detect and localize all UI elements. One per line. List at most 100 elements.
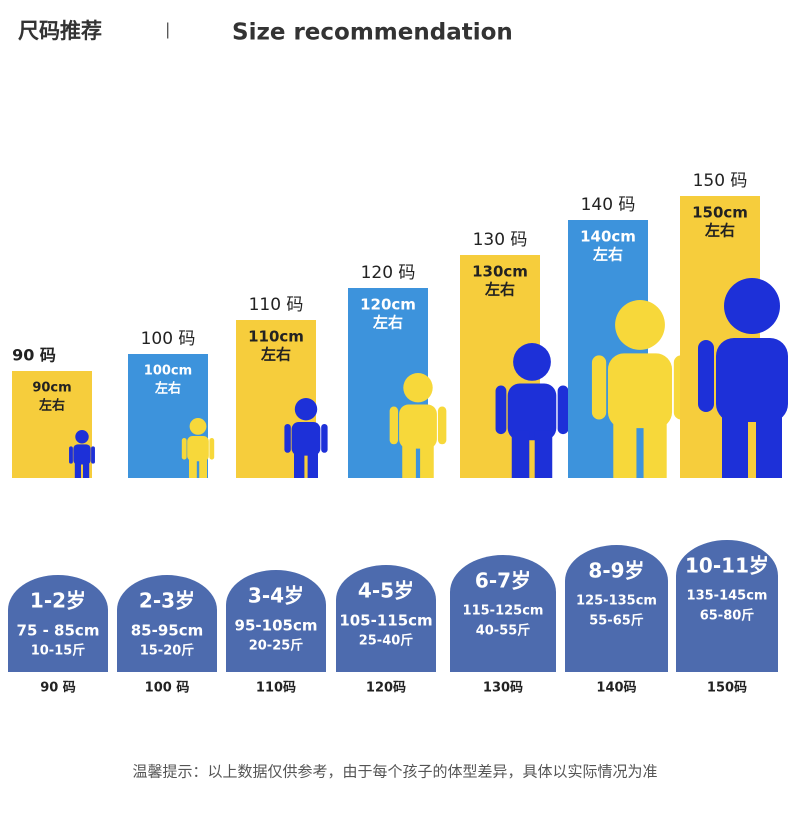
figure-arm [495,385,507,435]
size-label: 140 码 [581,195,636,215]
figure-body [187,436,209,462]
weight-range: 25-40斤 [359,633,414,649]
figure-leg [82,461,90,478]
figure-body [291,422,321,456]
box-height: 110cm [248,328,304,346]
size-label: 110 码 [249,295,304,315]
figure-head [513,343,551,381]
figure-head [294,398,318,421]
weight-range: 40-55斤 [476,623,531,639]
figure-arm [321,424,328,453]
bottom-label: 150码 [707,681,747,696]
header-title: 尺码推荐 [18,19,102,43]
figure-body [716,338,788,422]
size-label: 100 码 [141,329,196,349]
box-height: 120cm [360,296,416,314]
header-subtitle: Size recommendation [232,20,513,46]
figure-arm [591,355,607,420]
box-approx: 左右 [155,381,181,397]
age: 8-9岁 [588,559,644,583]
figure-leg [307,450,318,478]
figure-leg [643,415,667,478]
box-height: 140cm [580,228,636,246]
figure-arm [437,406,447,445]
figure-leg [74,461,82,478]
figure-head [615,300,665,350]
bottom-label: 100 码 [145,681,190,696]
height-range: 85-95cm [131,622,204,640]
age: 10-11岁 [685,554,769,578]
figure-leg [294,450,305,478]
figure-body [607,353,673,429]
height-range: 115-125cm [463,604,544,619]
age: 2-3岁 [139,589,195,613]
figure-arm [698,340,714,412]
box-approx: 左右 [704,222,735,240]
age-badge [117,575,217,672]
box-height: 130cm [472,263,528,281]
box-approx: 左右 [260,346,291,364]
size-label: 130 码 [473,230,528,250]
figure-arm [69,446,73,464]
figure-head [724,278,780,334]
box-approx: 左右 [484,281,515,299]
figure-body [73,444,91,465]
figure-leg [534,430,553,478]
bottom-label: 110码 [256,681,296,696]
figure-arm [284,424,291,453]
figure-leg [420,441,434,478]
size-label: 90 码 [12,346,56,365]
age-badge [450,555,556,672]
figure-leg [613,415,637,478]
figure-arm [91,446,95,464]
age-badge [565,545,668,672]
bottom-label: 120码 [366,681,406,696]
box-approx: 左右 [592,246,623,264]
bottom-label: 140码 [596,681,636,696]
figure-arm [181,438,187,460]
figure-leg [722,408,748,478]
figure-arm [209,438,215,460]
figure-body [507,383,557,441]
header-separator: | [165,20,170,39]
figure-leg [402,441,416,478]
figure-arm [557,385,569,435]
weight-range: 20-25斤 [249,638,304,654]
figure-head [189,418,207,435]
figure-leg [756,408,782,478]
height-range: 75 - 85cm [17,622,100,640]
age: 6-7岁 [475,569,531,593]
footer-note: 温馨提示：以上数据仅供参考，由于每个孩子的体型差异，具体以实际情况为准 [132,763,657,781]
age-badge [676,540,778,672]
age-badge [226,570,326,672]
size-label: 150 码 [693,171,748,191]
size-label: 120 码 [361,263,416,283]
figure-arm [389,406,399,445]
age: 3-4岁 [248,584,304,608]
height-range: 135-145cm [687,589,768,604]
height-range: 105-115cm [339,612,432,630]
figure-leg [511,430,530,478]
bottom-label: 90 码 [40,681,76,696]
age-badge [8,575,108,672]
age: 4-5岁 [358,579,414,603]
box-height: 90cm [32,381,71,396]
box-height: 100cm [144,364,192,379]
age: 1-2岁 [30,589,86,613]
weight-range: 15-20斤 [140,643,195,659]
figure-head [403,373,433,403]
height-range: 95-105cm [235,617,318,635]
box-approx: 左右 [39,398,65,414]
figure-leg [189,457,197,478]
figure-leg [199,457,207,478]
height-range: 125-135cm [576,594,657,609]
age-badge [336,565,436,672]
figure-body [399,404,437,449]
figure-head [75,430,89,444]
weight-range: 65-80斤 [700,608,755,624]
box-height: 150cm [692,204,748,222]
weight-range: 55-65斤 [589,613,644,629]
weight-range: 10-15斤 [31,643,86,659]
box-approx: 左右 [372,314,403,332]
